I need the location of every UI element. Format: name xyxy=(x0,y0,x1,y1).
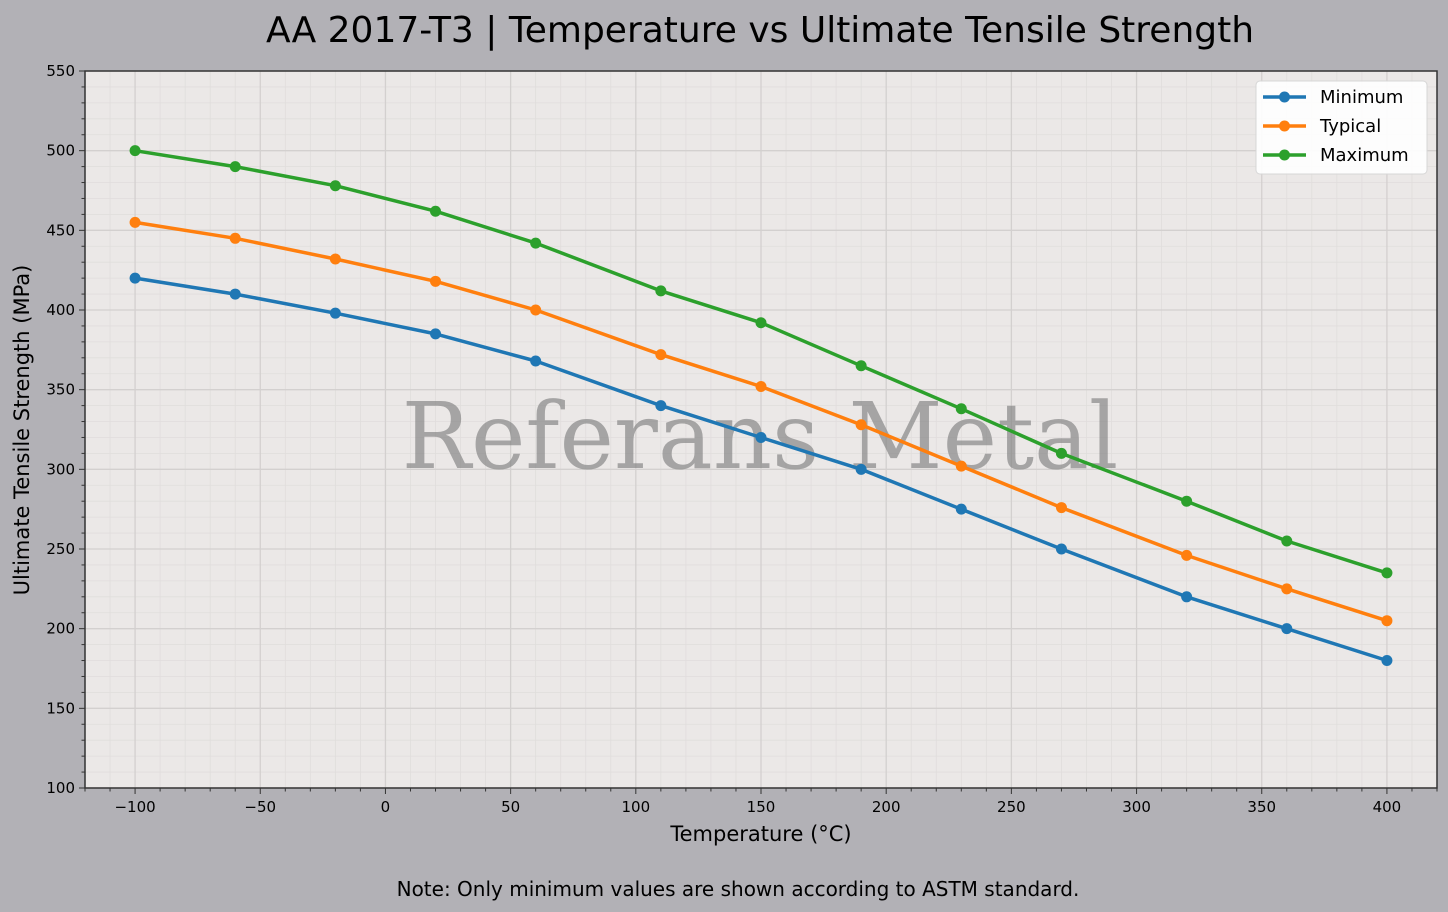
data-point xyxy=(655,400,667,412)
x-tick-label: 200 xyxy=(872,798,901,816)
data-point xyxy=(955,503,967,515)
x-tick-label: 300 xyxy=(1122,798,1151,816)
legend-box xyxy=(1255,80,1428,175)
x-tick-label: 100 xyxy=(621,798,650,816)
data-point xyxy=(530,355,542,367)
svg-text:Minimum: Minimum xyxy=(1320,87,1403,108)
x-tick-label: 250 xyxy=(997,798,1026,816)
x-tick-label: −100 xyxy=(114,798,155,816)
y-tick-label: 350 xyxy=(46,381,75,399)
series-maximum xyxy=(129,145,1393,579)
data-point xyxy=(1055,447,1067,459)
data-point xyxy=(530,237,542,249)
data-point xyxy=(1055,543,1067,555)
data-point xyxy=(229,288,241,300)
y-tick-label: 250 xyxy=(46,540,75,558)
data-point xyxy=(1055,502,1067,514)
x-tick-label: 50 xyxy=(501,798,520,816)
y-tick-label: 550 xyxy=(46,62,75,80)
data-point xyxy=(955,460,967,472)
x-tick-label: −50 xyxy=(244,798,276,816)
data-point xyxy=(1281,623,1293,635)
data-point xyxy=(129,145,141,157)
data-point xyxy=(655,349,667,361)
y-tick-label: 450 xyxy=(46,221,75,239)
data-point xyxy=(229,232,241,244)
data-point xyxy=(430,205,442,217)
data-point xyxy=(855,419,867,431)
y-tick-label: 100 xyxy=(46,779,75,797)
legend-item-typical: Typical xyxy=(1263,116,1381,137)
data-point xyxy=(1381,615,1393,627)
data-point xyxy=(855,463,867,475)
data-point xyxy=(955,403,967,415)
y-tick-label: 200 xyxy=(46,620,75,638)
series-typical xyxy=(129,216,1393,627)
data-point xyxy=(329,307,341,319)
y-axis-label: Ultimate Tensile Strength (MPa) xyxy=(10,265,34,596)
x-tick-label: 150 xyxy=(747,798,776,816)
legend-item-minimum: Minimum xyxy=(1263,87,1403,108)
data-point xyxy=(430,328,442,340)
data-point xyxy=(1381,655,1393,667)
data-point xyxy=(329,253,341,265)
data-point xyxy=(755,431,767,443)
y-tick-label: 300 xyxy=(46,460,75,478)
data-point xyxy=(855,360,867,372)
series-lines xyxy=(129,145,1393,667)
x-tick-label: 400 xyxy=(1373,798,1402,816)
x-axis-label: Temperature (°C) xyxy=(669,822,851,846)
data-point xyxy=(1281,583,1293,595)
chart-title: AA 2017-T3 | Temperature vs Ultimate Ten… xyxy=(266,10,1254,51)
data-point xyxy=(129,272,141,284)
x-tick-label: 0 xyxy=(381,798,391,816)
legend-item-maximum: Maximum xyxy=(1263,145,1409,166)
y-tick-label: 150 xyxy=(46,699,75,717)
svg-text:Typical: Typical xyxy=(1319,116,1381,137)
data-point xyxy=(1281,535,1293,547)
data-point xyxy=(1381,567,1393,579)
data-point xyxy=(1181,495,1193,507)
y-axis-ticks: 100 150 200 250 300 350 400 450 500 550 xyxy=(46,62,85,797)
footnote: Note: Only minimum values are shown acco… xyxy=(397,877,1080,901)
data-point xyxy=(1181,549,1193,561)
series-minimum xyxy=(129,272,1393,667)
data-point xyxy=(430,275,442,287)
data-point xyxy=(530,304,542,316)
svg-text:Maximum: Maximum xyxy=(1320,145,1409,166)
x-axis-ticks: −100 −50 0 50 100 150 200 250 300 350 400 xyxy=(84,788,1438,816)
data-point xyxy=(755,380,767,392)
data-point xyxy=(129,216,141,228)
y-tick-label: 500 xyxy=(46,142,75,160)
data-point xyxy=(229,161,241,173)
data-point xyxy=(655,285,667,297)
data-point xyxy=(329,180,341,192)
y-tick-label: 400 xyxy=(46,301,75,319)
data-point xyxy=(1181,591,1193,603)
x-tick-label: 350 xyxy=(1247,798,1276,816)
legend: Minimum Typical Maximum xyxy=(1255,80,1428,175)
data-point xyxy=(755,317,767,329)
